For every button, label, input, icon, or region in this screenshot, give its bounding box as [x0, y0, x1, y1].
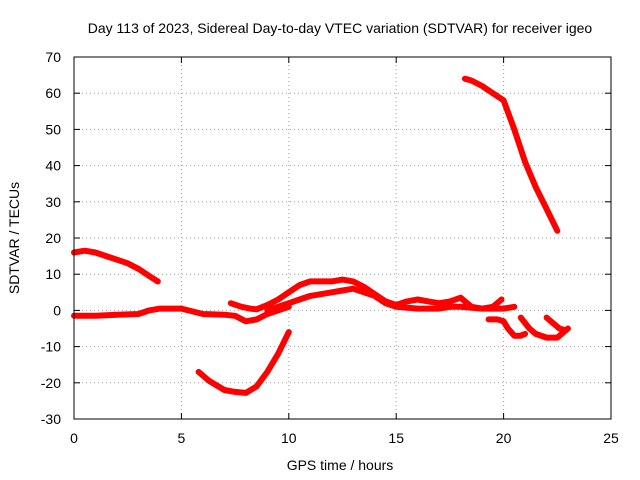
y-tick-label: -10: [41, 339, 61, 355]
x-tick-label: 0: [70, 430, 78, 446]
y-tick-label: 60: [45, 85, 61, 101]
x-tick-label: 10: [281, 430, 297, 446]
series-track-6: [461, 75, 561, 234]
y-tick-label: -20: [41, 375, 61, 391]
series-track-7: [485, 316, 529, 339]
x-tick-label: 25: [603, 430, 619, 446]
series-track-4: [227, 276, 505, 313]
x-tick-label: 20: [496, 430, 512, 446]
y-tick-label: 50: [45, 121, 61, 137]
series-track-9: [543, 314, 569, 334]
y-tick-label: 40: [45, 158, 61, 174]
y-axis-label: SDTVAR / TECUs: [6, 182, 22, 294]
series-track-3: [195, 329, 292, 396]
chart-title: Day 113 of 2023, Sidereal Day-to-day VTE…: [88, 20, 593, 36]
series-track-2: [71, 303, 292, 325]
tick-layer: 0 5 10 15 20 25 -30 -20 -10 0 10 20 30 40 50 60 70: [41, 49, 619, 446]
y-tick-label: -30: [41, 411, 61, 427]
x-tick-label: 15: [388, 430, 404, 446]
y-tick-label: 10: [45, 266, 61, 282]
grid-layer: [74, 57, 611, 419]
y-tick-label: 30: [45, 194, 61, 210]
y-tick-label: 70: [45, 49, 61, 65]
y-tick-label: 20: [45, 230, 61, 246]
y-tick-label: 0: [53, 302, 61, 318]
series-track-5: [264, 285, 518, 314]
x-tick-label: 5: [178, 430, 186, 446]
series-layer: [71, 75, 571, 396]
series-track-1: [71, 247, 161, 285]
x-axis-label: GPS time / hours: [287, 457, 394, 473]
